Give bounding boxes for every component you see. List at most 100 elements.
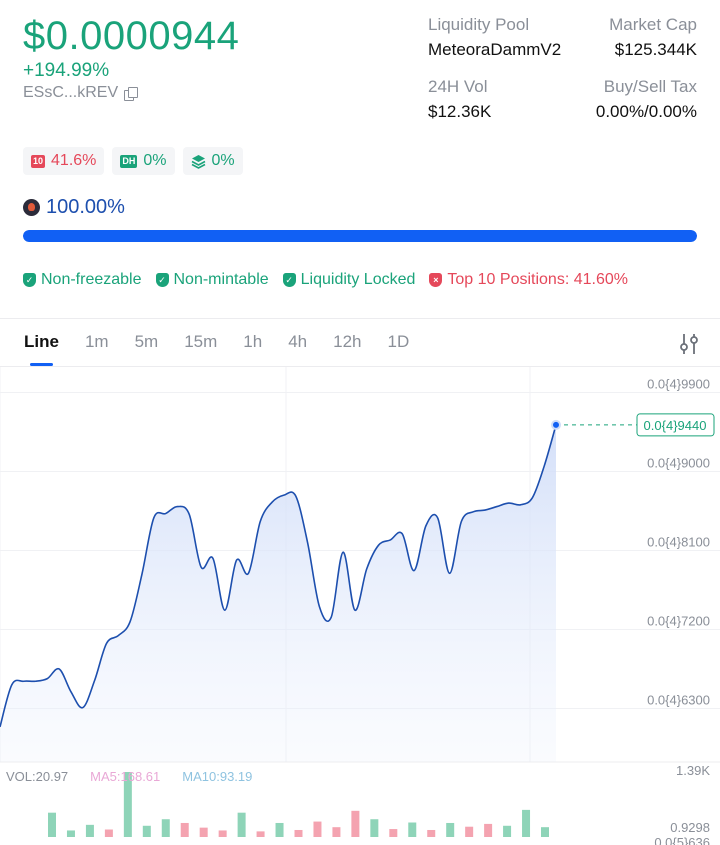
vol-24h-label: 24H Vol [428,77,488,96]
chart-settings-icon[interactable] [678,332,700,356]
check-label: Top 10 Positions: 41.60% [447,271,628,288]
price-area [0,424,556,762]
liquidity-pool-label: Liquidity Pool [428,15,530,34]
risk-badges: 10 41.6% DH 0% 0% [23,147,243,175]
top10-badge[interactable]: 10 41.6% [23,147,105,175]
volume-bar [389,829,398,837]
tab-12h[interactable]: 12h [333,332,362,351]
volume-bar [541,827,549,837]
current-price-dot [551,419,561,430]
volume-bars [48,772,549,837]
volume-bar [503,825,512,837]
volume-bar [275,822,284,837]
volume-bar [522,809,531,837]
price-axis-label: 0.0{4}9900 [647,377,710,392]
shield-warning-icon: × [429,273,443,287]
holder-progress-bar [23,230,697,242]
check-non-mintable: ✓ Non-mintable [155,271,269,289]
check-label: Liquidity Locked [300,271,416,288]
tab-4h[interactable]: 4h [288,332,308,351]
holder-share-value: 100.00% [46,196,125,218]
liquidity-pool-value: MeteoraDammV2 [428,40,562,59]
security-checks: ✓ Non-freezable ✓ Non-mintable ✓ Liquidi… [23,271,628,289]
volume-bar [256,831,265,837]
volume-bar [351,810,360,837]
volume-bar [180,822,189,837]
tab-15m[interactable]: 15m [184,332,218,351]
dev-holding-badge[interactable]: DH 0% [112,147,175,175]
check-label: Non-mintable [173,271,269,288]
volume-bar [427,829,436,837]
holder-share: 100.00% [23,196,125,219]
volume-bar [104,829,113,837]
price-axis-label: 0.0{4}9000 [647,456,710,471]
volume-bar [484,823,493,837]
holder-avatar [23,199,40,216]
current-price-tag [636,413,715,437]
price-axis: 0.0{4}9900 0.0{4}9000 0.0{4}8100 0.0{4}7200… [647,377,710,708]
volume-bar [332,827,341,837]
tax-value: 0.00%/0.00% [595,102,697,121]
dev-holding-badge-value: 0% [143,152,167,169]
token-address-text: ESsC...kREV [23,84,119,101]
layers-badge[interactable]: 0% [182,147,243,175]
tab-1h[interactable]: 1h [243,332,263,351]
market-cap-label: Market Cap [609,15,697,34]
layers-icon [191,154,205,169]
volume-bar [218,830,227,837]
volume-bar [142,825,151,837]
price-axis-label: 0.0{4}7200 [647,614,710,629]
volume-bar [199,827,208,837]
volume-axis-label: 0.0{5}636 [654,835,710,845]
volume-bar [85,824,94,837]
dev-holding-icon: DH [120,154,138,168]
price-chart[interactable]: 0.0{4}9900 0.0{4}9000 0.0{4}8100 0.0{4}7200… [0,367,720,845]
volume-bar [465,826,474,837]
volume-bar [313,821,322,837]
volume-bar [66,830,75,837]
token-price: $0.0000944 [23,14,240,58]
volume-bar [370,819,379,837]
section-divider [0,318,720,319]
tab-1m[interactable]: 1m [84,332,109,351]
volume-bar [123,772,132,837]
volume-bar [237,812,246,837]
ma5-legend-value: MA5:168.61 [90,769,161,784]
volume-axis-label: 1.39K [676,763,710,778]
volume-bar [294,829,303,837]
vol-24h-value: $12.36K [428,102,492,121]
top10-badge-value: 41.6% [51,152,97,169]
copy-icon[interactable] [124,86,139,101]
ma10-legend-value: MA10:93.19 [182,769,253,784]
shield-check-icon: ✓ [155,273,169,287]
check-non-freezable: ✓ Non-freezable [23,271,142,289]
volume-bar [446,822,455,837]
price-axis-label: 0.0{4}8100 [647,535,710,550]
vol-legend-value: VOL:20.97 [6,769,69,784]
current-price-marker: 0.0{4}9440 [551,413,715,437]
volume-bar [161,819,170,837]
tab-5m[interactable]: 5m [134,332,159,351]
tax-label: Buy/Sell Tax [603,77,697,96]
shield-check-icon: ✓ [23,273,36,287]
layers-badge-value: 0% [211,152,235,169]
check-label: Non-freezable [41,271,142,288]
check-liquidity-locked: ✓ Liquidity Locked [282,271,416,289]
holder-progress-fill [23,230,697,242]
volume-bar [48,812,56,837]
price-axis-label: 0.0{4}6300 [647,693,710,708]
shield-check-icon: ✓ [282,273,296,287]
volume-legend: VOL:20.97 MA5:168.61 MA10:93.19 [6,769,252,784]
top10-icon: 10 [31,154,46,168]
price-change: +194.99% [23,60,110,81]
tab-line[interactable]: Line [24,332,59,366]
price-line [0,424,557,728]
current-price-label: 0.0{4}9440 [644,418,707,433]
market-cap-value: $125.344K [614,40,697,59]
check-top10-positions[interactable]: × Top 10 Positions: 41.60% [429,271,628,289]
volume-bar [408,822,417,837]
token-address[interactable]: ESsC...kREV [23,84,139,102]
chart-top-divider [0,366,720,367]
tab-1d[interactable]: 1D [387,332,410,351]
